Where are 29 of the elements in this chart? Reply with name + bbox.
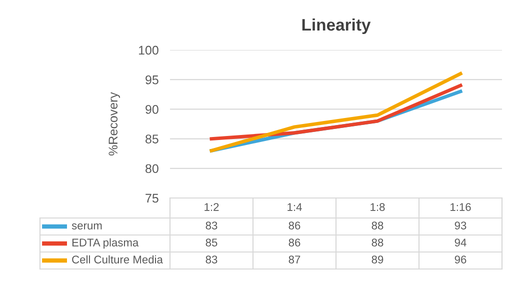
data-label: 96 — [454, 256, 466, 264]
data-label: 83 — [206, 222, 218, 230]
line-series — [210, 72, 462, 152]
data-label: 93 — [454, 222, 466, 230]
x-tick-label: 1:4 — [288, 203, 302, 211]
data-label: 85 — [206, 238, 218, 246]
legend-label: Cell Culture Media — [72, 255, 163, 264]
data-label: 87 — [288, 256, 300, 264]
y-tick-label: 90 — [146, 105, 158, 114]
y-axis-title: %Recovery — [108, 92, 120, 156]
data-label: 83 — [206, 256, 218, 264]
x-tick-label: 1:8 — [370, 203, 385, 211]
chart-title: Linearity — [302, 18, 371, 34]
y-tick-label: 100 — [138, 46, 158, 55]
data-label: 86 — [288, 222, 300, 230]
data-label: 86 — [288, 238, 300, 246]
line-series — [210, 84, 462, 141]
legend-label: EDTA plasma — [72, 238, 139, 249]
data-label: 88 — [372, 238, 384, 246]
data-label: 89 — [372, 256, 384, 264]
data-label: 94 — [454, 238, 466, 246]
data-label: 88 — [372, 222, 384, 230]
y-tick-label: 80 — [146, 164, 158, 174]
x-tick-label: 1:2 — [204, 203, 219, 211]
legend-label: serum — [72, 223, 102, 230]
y-tick-label: 75 — [146, 194, 158, 203]
x-tick-label: 1:16 — [450, 203, 471, 211]
y-tick-label: 85 — [146, 134, 158, 144]
y-tick-label: 95 — [146, 75, 158, 84]
